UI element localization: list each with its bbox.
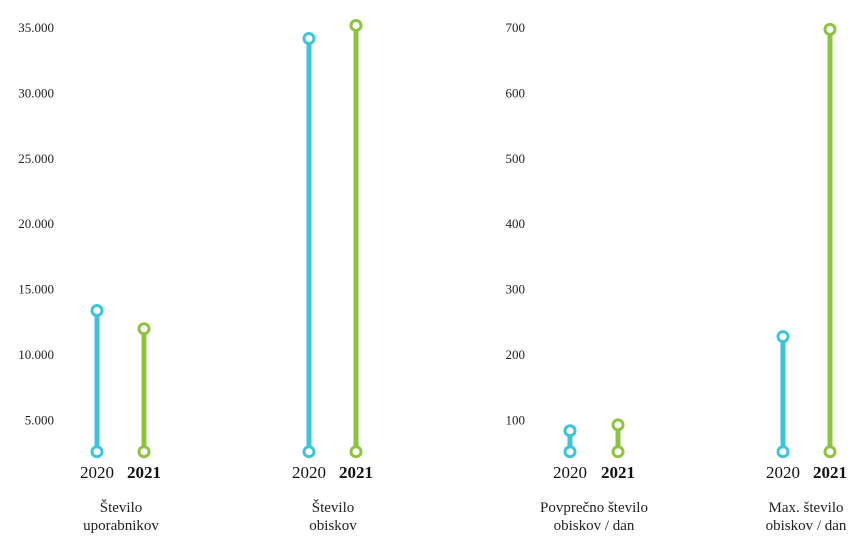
category-label: Max. število — [769, 500, 844, 516]
year-label: 2020 — [292, 463, 326, 482]
bar-bottom-marker-2021 — [137, 445, 151, 459]
bar-top-marker-2021 — [823, 22, 837, 36]
bar-bottom-marker-2020 — [563, 445, 577, 459]
category-label: uporabnikov — [83, 518, 159, 534]
bar-bottom-marker-2021 — [823, 445, 837, 459]
bar-top-marker-2020 — [302, 32, 316, 46]
bar-top-marker-2021 — [611, 418, 625, 432]
y-tick-label: 400 — [506, 216, 526, 231]
bar-top-marker-2021 — [137, 322, 151, 336]
bar-bottom-marker-2021 — [611, 445, 625, 459]
bar-bottom-marker-2021 — [349, 445, 363, 459]
y-tick-label: 35.000 — [18, 20, 54, 35]
y-tick-label: 25.000 — [18, 151, 54, 166]
category-label: obiskov / dan — [766, 518, 847, 534]
y-tick-label: 100 — [506, 412, 526, 427]
bar-bottom-marker-2020 — [90, 445, 104, 459]
category-label: Število — [312, 499, 355, 516]
year-label: 2021 — [127, 463, 161, 482]
category-label: Število — [100, 499, 143, 516]
year-label: 2021 — [601, 463, 635, 482]
year-label: 2020 — [553, 463, 587, 482]
bar-top-marker-2020 — [776, 330, 790, 344]
category-label: obiskov — [309, 518, 357, 534]
y-tick-label: 10.000 — [18, 347, 54, 362]
category-label: obiskov / dan — [554, 518, 635, 534]
bar-top-marker-2020 — [90, 303, 104, 317]
y-tick-label: 200 — [506, 347, 526, 362]
category-label: Povprečno število — [540, 500, 648, 516]
bar-bottom-marker-2020 — [302, 445, 316, 459]
y-tick-label: 700 — [506, 20, 526, 35]
bar-top-marker-2021 — [349, 18, 363, 32]
y-tick-label: 30.000 — [18, 85, 54, 100]
y-tick-label: 600 — [506, 85, 526, 100]
year-label: 2020 — [80, 463, 114, 482]
y-tick-label: 20.000 — [18, 216, 54, 231]
y-tick-label: 500 — [506, 151, 526, 166]
bar-bottom-marker-2020 — [776, 445, 790, 459]
y-tick-label: 5.000 — [25, 412, 54, 427]
y-tick-label: 15.000 — [18, 282, 54, 297]
y-tick-label: 300 — [506, 282, 526, 297]
year-label: 2020 — [766, 463, 800, 482]
year-label: 2021 — [339, 463, 373, 482]
bar-top-marker-2020 — [563, 424, 577, 438]
year-label: 2021 — [813, 463, 847, 482]
